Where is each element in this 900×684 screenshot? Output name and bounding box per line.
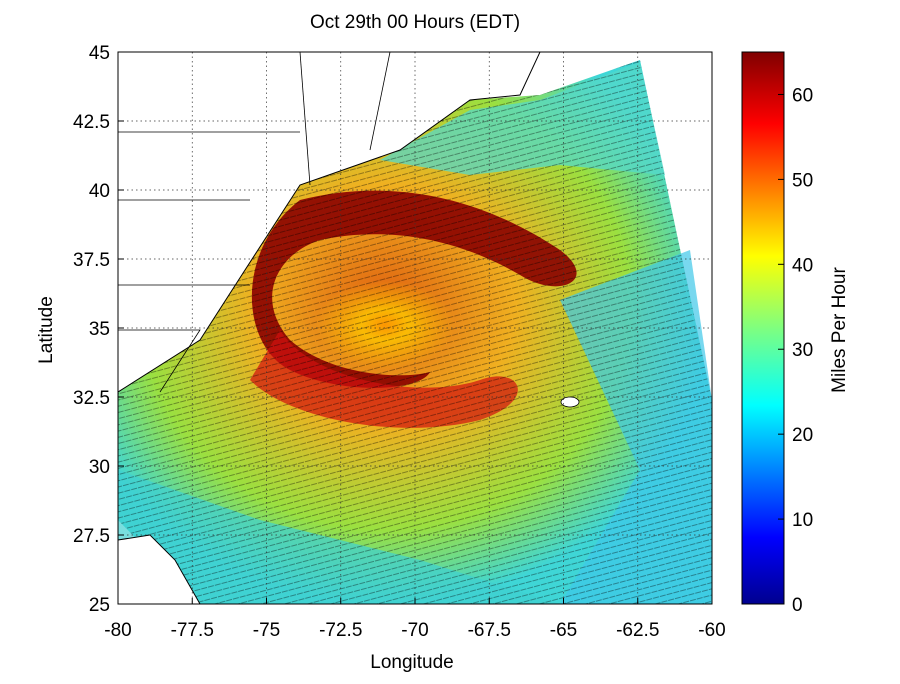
colorbar-tick-label: 40: [792, 255, 813, 276]
colorbar-tick-label: 60: [792, 85, 813, 106]
colorbar-tick-label: 30: [792, 340, 813, 361]
x-axis-label: Longitude: [370, 652, 453, 673]
y-axis-label: Latitude: [36, 296, 57, 364]
florida-land: [118, 534, 201, 604]
land-mass: [118, 52, 541, 393]
y-tick-label: 37.5: [73, 250, 110, 271]
x-axis: -80 -77.5 -75 -72.5 -70 -67.5 -65 -62.5 -60: [104, 598, 726, 641]
colorbar-tick-label: 10: [792, 510, 813, 531]
y-tick-label: 42.5: [73, 112, 110, 133]
y-tick-label: 45: [89, 43, 110, 64]
colorbar-tick-label: 50: [792, 170, 813, 191]
y-tick-label: 25: [89, 595, 110, 616]
x-tick-label: -62.5: [616, 620, 659, 641]
y-tick-label: 35: [89, 319, 110, 340]
chart-title: Oct 29th 00 Hours (EDT): [310, 12, 520, 33]
x-tick-label: -60: [698, 620, 725, 641]
x-tick-label: -72.5: [319, 620, 362, 641]
colorbar-label: Miles Per Hour: [829, 267, 850, 393]
plot-area: [117, 51, 713, 605]
y-tick-label: 30: [89, 457, 110, 478]
colorbar: 0 10 20 30 40 50 60 Miles Per Hour: [741, 51, 850, 616]
y-tick-label: 27.5: [73, 526, 110, 547]
y-tick-label: 32.5: [73, 388, 110, 409]
colorbar-ticks: 0 10 20 30 40 50 60: [778, 85, 813, 616]
x-tick-label: -75: [253, 620, 280, 641]
colorbar-gradient: [741, 51, 785, 605]
grid-lines: [118, 52, 712, 604]
y-tick-label: 40: [89, 181, 110, 202]
state-borders: [118, 52, 391, 393]
x-tick-label: -65: [550, 620, 577, 641]
colorbar-tick-label: 0: [792, 595, 803, 616]
x-tick-label: -70: [401, 620, 428, 641]
colorbar-tick-label: 20: [792, 425, 813, 446]
x-tick-label: -67.5: [468, 620, 511, 641]
y-axis: 25 27.5 30 32.5 35 37.5 40 42.5 45: [73, 43, 124, 616]
x-tick-label: -77.5: [171, 620, 214, 641]
bermuda-gap: [560, 396, 580, 408]
x-tick-label: -80: [104, 620, 131, 641]
